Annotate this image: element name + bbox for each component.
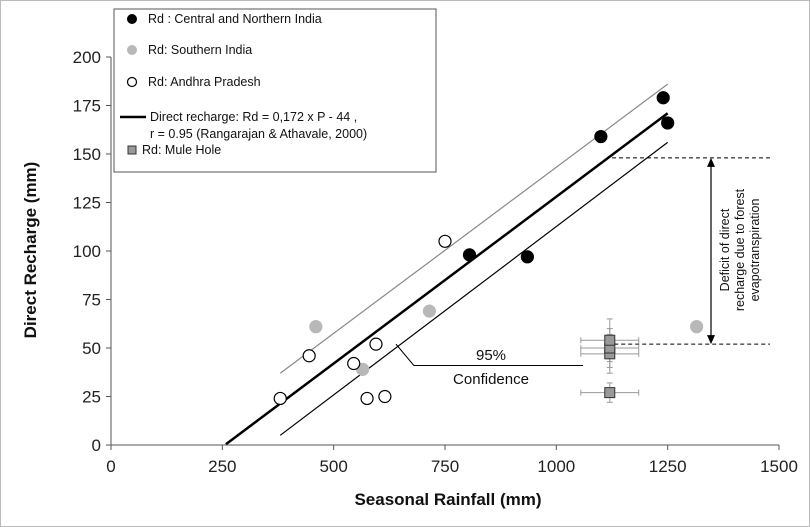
y-tick-label: 175 [73,97,101,116]
y-tick-label: 0 [92,436,101,455]
x-tick-label: 250 [208,457,236,476]
x-axis-title: Seasonal Rainfall (mm) [354,490,541,509]
data-points [273,91,704,406]
deficit-label-2: recharge due to forest [733,188,747,311]
legend-marker-southern [127,45,137,55]
confidence-label-1: 95% [476,347,506,364]
regression-line [225,112,669,446]
legend-box [113,8,437,173]
legend-label-andhra: Rd: Andhra Pradesh [148,75,261,89]
x-tick-label: 1250 [649,457,687,476]
mule-hole-point [604,334,616,346]
andhra-pradesh-point [360,391,374,406]
andhra-pradesh-point [347,356,361,371]
central-northern-india-point [661,116,675,130]
andhra-pradesh-point [438,234,452,248]
deficit-arrow-head-bottom [707,335,715,345]
legend-label-central: Rd : Central and Northern India [148,12,322,26]
andhra-pradesh-point [302,349,316,363]
x-tick-label: 1000 [537,457,575,476]
southern-india-point [309,320,323,334]
legend-marker-mule [127,145,137,155]
legend-label-regression-2: r = 0.95 (Rangarajan & Athavale, 2000) [150,127,367,141]
y-tick-label: 125 [73,194,101,213]
deficit-arrow-head-top [707,157,715,167]
y-axis-title: Direct Recharge (mm) [21,162,40,339]
deficit-label-1: Deficit of direct [718,208,732,291]
y-tick-label: 100 [73,242,101,261]
central-northern-india-point [462,248,477,262]
y-tick-label: 25 [82,388,101,407]
andhra-pradesh-point [378,389,392,404]
legend-marker-central [127,14,137,24]
central-northern-india-point [594,129,608,144]
central-northern-india-point [656,91,670,105]
x-tick-label: 1500 [760,457,798,476]
legend-label-southern: Rd: Southern India [148,43,252,57]
y-tick-label: 150 [73,145,101,164]
central-northern-india-point [520,250,534,264]
regression-line-group [225,112,669,446]
confidence-leader-line [395,343,584,366]
confidence-lower-line [279,141,669,436]
annotation-group: 95% Confidence Deficit of direct recharg… [395,157,770,388]
legend-marker-andhra [126,76,138,88]
y-tick-label: 200 [73,48,101,67]
andhra-pradesh-point [369,337,383,351]
mule-hole-point [604,387,616,399]
southern-india-point [422,304,437,318]
y-tick-label: 50 [82,339,101,358]
deficit-label: Deficit of direct recharge due to forest… [718,188,762,311]
axes: 0 250 500 750 1000 1250 1500 0 25 50 75 100 125 150 17… [73,48,798,476]
y-tick-label: 75 [82,291,101,310]
legend: Rd : Central and Northern India Rd: Sout… [113,8,437,173]
southern-india-point [690,320,704,334]
andhra-pradesh-point [273,391,287,406]
x-tick-label: 500 [319,457,347,476]
legend-label-mule: Rd: Mule Hole [142,143,221,157]
confidence-label-2: Confidence [453,371,529,388]
x-tick-label: 750 [431,457,459,476]
deficit-label-3: evapotranspiration [748,199,762,302]
legend-label-regression-1: Direct recharge: Rd = 0,172 x P - 44 , [150,110,357,124]
x-tick-label: 0 [106,457,115,476]
